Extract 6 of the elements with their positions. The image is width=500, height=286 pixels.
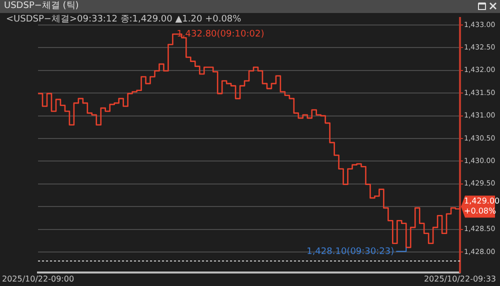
x-tick-label: 2025/10/22-09:00 bbox=[2, 274, 74, 284]
annotation: 1,428.10(09:30:23) bbox=[306, 246, 394, 257]
chart-subtitle: <USDSP−체결>09:33:12 종:1,429.00 ▲1.20 +0.08% bbox=[6, 14, 242, 24]
chart-title: USDSP−체결 (틱) bbox=[4, 1, 79, 11]
x-tick-label: 2025/10/22-09:33 bbox=[424, 274, 496, 284]
annotation: 1,432.80(09:10:02) bbox=[176, 29, 264, 40]
